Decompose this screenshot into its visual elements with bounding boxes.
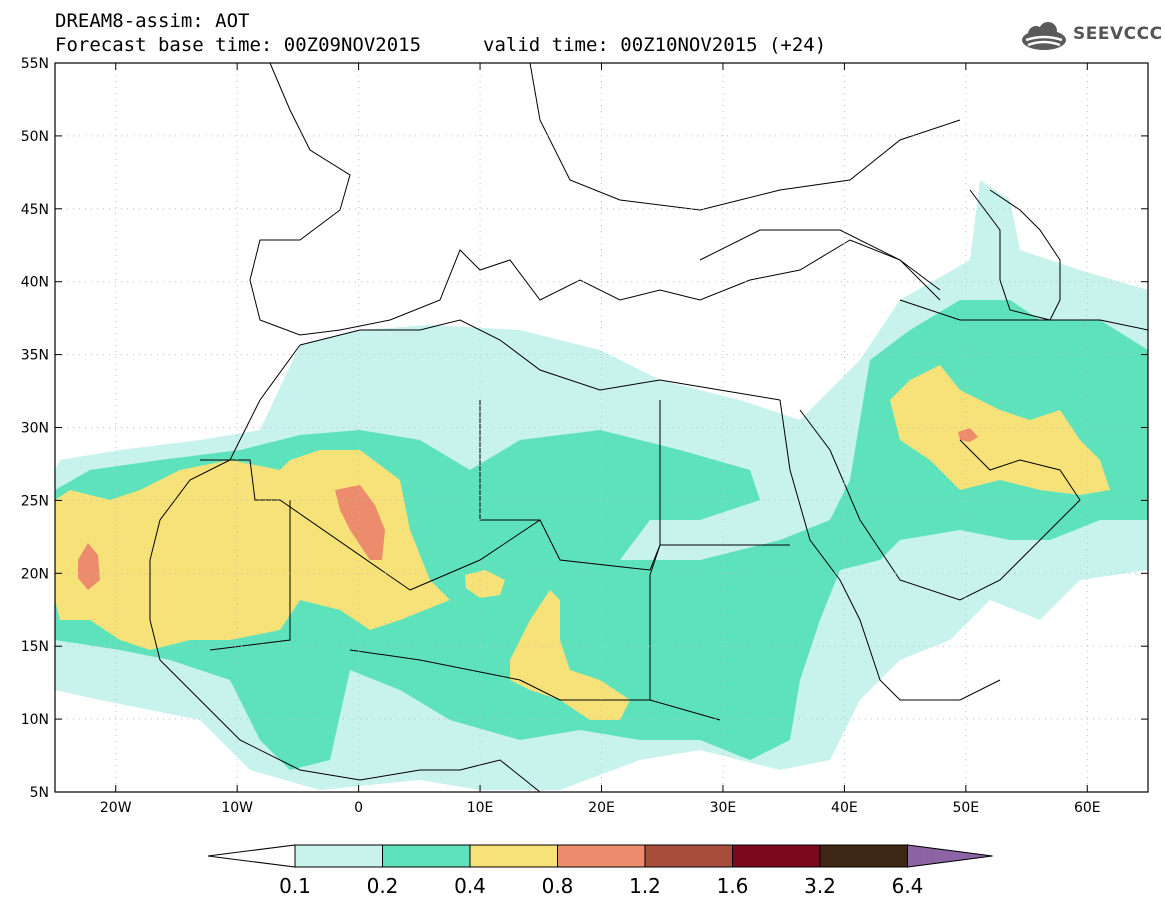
colorbar-level-label: 1.2: [629, 874, 661, 898]
arabia: [799, 409, 1081, 601]
colorbar-segment: [469, 844, 558, 868]
forecast-base-time: Forecast base time: 00Z09NOV2015: [55, 34, 422, 56]
aot-region-0-4-chad: [465, 570, 505, 598]
country-borders: [149, 62, 1149, 793]
colorbar-segment: [557, 844, 646, 868]
lon-tick-label: 50E: [952, 800, 979, 816]
aot-region-0-8-west: [78, 543, 100, 590]
lat-tick-label: 5N: [30, 785, 49, 801]
cloud-icon: [1022, 22, 1066, 50]
red-sea: [779, 399, 1001, 701]
inner-border-6: [349, 649, 721, 721]
logo-text: SEEVCCC: [1073, 24, 1163, 44]
iran: [899, 299, 1149, 331]
lat-tick-label: 50N: [21, 129, 49, 145]
lat-tick-label: 15N: [21, 639, 49, 655]
colorbar-arrow-right: [907, 844, 993, 868]
lat-tick-label: 40N: [21, 275, 49, 291]
lon-tick-label: 0: [354, 800, 363, 816]
lon-tick-label: 30E: [710, 800, 737, 816]
colorbar-level-label: 0.1: [279, 874, 311, 898]
turkey: [699, 229, 941, 291]
aot-region-0-4-gulf: [890, 365, 1110, 495]
east-europe: [529, 62, 961, 211]
seevccc-logo: SEEVCCC: [1018, 20, 1162, 54]
lat-tick-label: 20N: [21, 566, 49, 582]
colorbar-level-label: 0.8: [542, 874, 574, 898]
africa-coastline: [149, 344, 541, 793]
aot-region-0-8-sahara: [335, 485, 385, 560]
lon-tick-label: 20E: [588, 800, 615, 816]
lon-tick-label: 40E: [831, 800, 858, 816]
colorbar-level-label: 0.4: [454, 874, 486, 898]
lon-tick-label: 20W: [100, 800, 132, 816]
lat-tick-label: 45N: [21, 202, 49, 218]
axis-ticks: [55, 62, 1148, 793]
lon-tick-label: 10E: [467, 800, 494, 816]
lat-tick-label: 35N: [21, 348, 49, 364]
map-title: DREAM8-assim: AOT: [55, 10, 250, 32]
lon-tick-label: 60E: [1074, 800, 1101, 816]
colorbar-level-label: 1.6: [717, 874, 749, 898]
colorbar-segment: [819, 844, 908, 868]
colorbar: [207, 844, 993, 868]
caspian-sea: [969, 189, 1061, 321]
colorbar-level-label: 6.4: [892, 874, 924, 898]
lat-tick-label: 10N: [21, 712, 49, 728]
aot-fields: [55, 180, 1148, 790]
aot-region-0-8-iraq: [958, 428, 978, 442]
colorbar-segment: [732, 844, 821, 868]
grid: [55, 63, 1148, 792]
aot-region-0-4-central: [510, 590, 630, 720]
colorbar-arrow-left: [207, 844, 296, 868]
aot-region-0-2: [55, 300, 1148, 770]
colorbar-labels: 0.1 0.2 0.4 0.8 1.2 1.6 3.2 6.4: [279, 874, 923, 898]
inner-border-5: [209, 500, 291, 651]
valid-time: valid time: 00Z10NOV2015 (+24): [483, 34, 827, 56]
colorbar-segment: [382, 844, 471, 868]
north-africa-coast: [299, 319, 781, 401]
colorbar-segment: [644, 844, 733, 868]
lat-tick-label: 55N: [21, 56, 49, 72]
lon-tick-label: 10W: [221, 800, 253, 816]
lon-tick-labels: 20W 10W 0 10E 20E 30E 40E 50E 60E: [100, 800, 1101, 816]
colorbar-level-label: 0.2: [367, 874, 399, 898]
lat-tick-label: 30N: [21, 421, 49, 437]
colorbar-segment: [294, 844, 383, 868]
lat-tick-label: 25N: [21, 493, 49, 509]
inner-border-3: [649, 400, 661, 700]
lat-tick-labels: 55N 50N 45N 40N 35N 30N 25N 20N 15N 10N 5N: [21, 56, 49, 801]
colorbar-level-label: 3.2: [804, 874, 836, 898]
inner-border-2: [200, 459, 411, 591]
europe-coastline: [249, 62, 941, 336]
